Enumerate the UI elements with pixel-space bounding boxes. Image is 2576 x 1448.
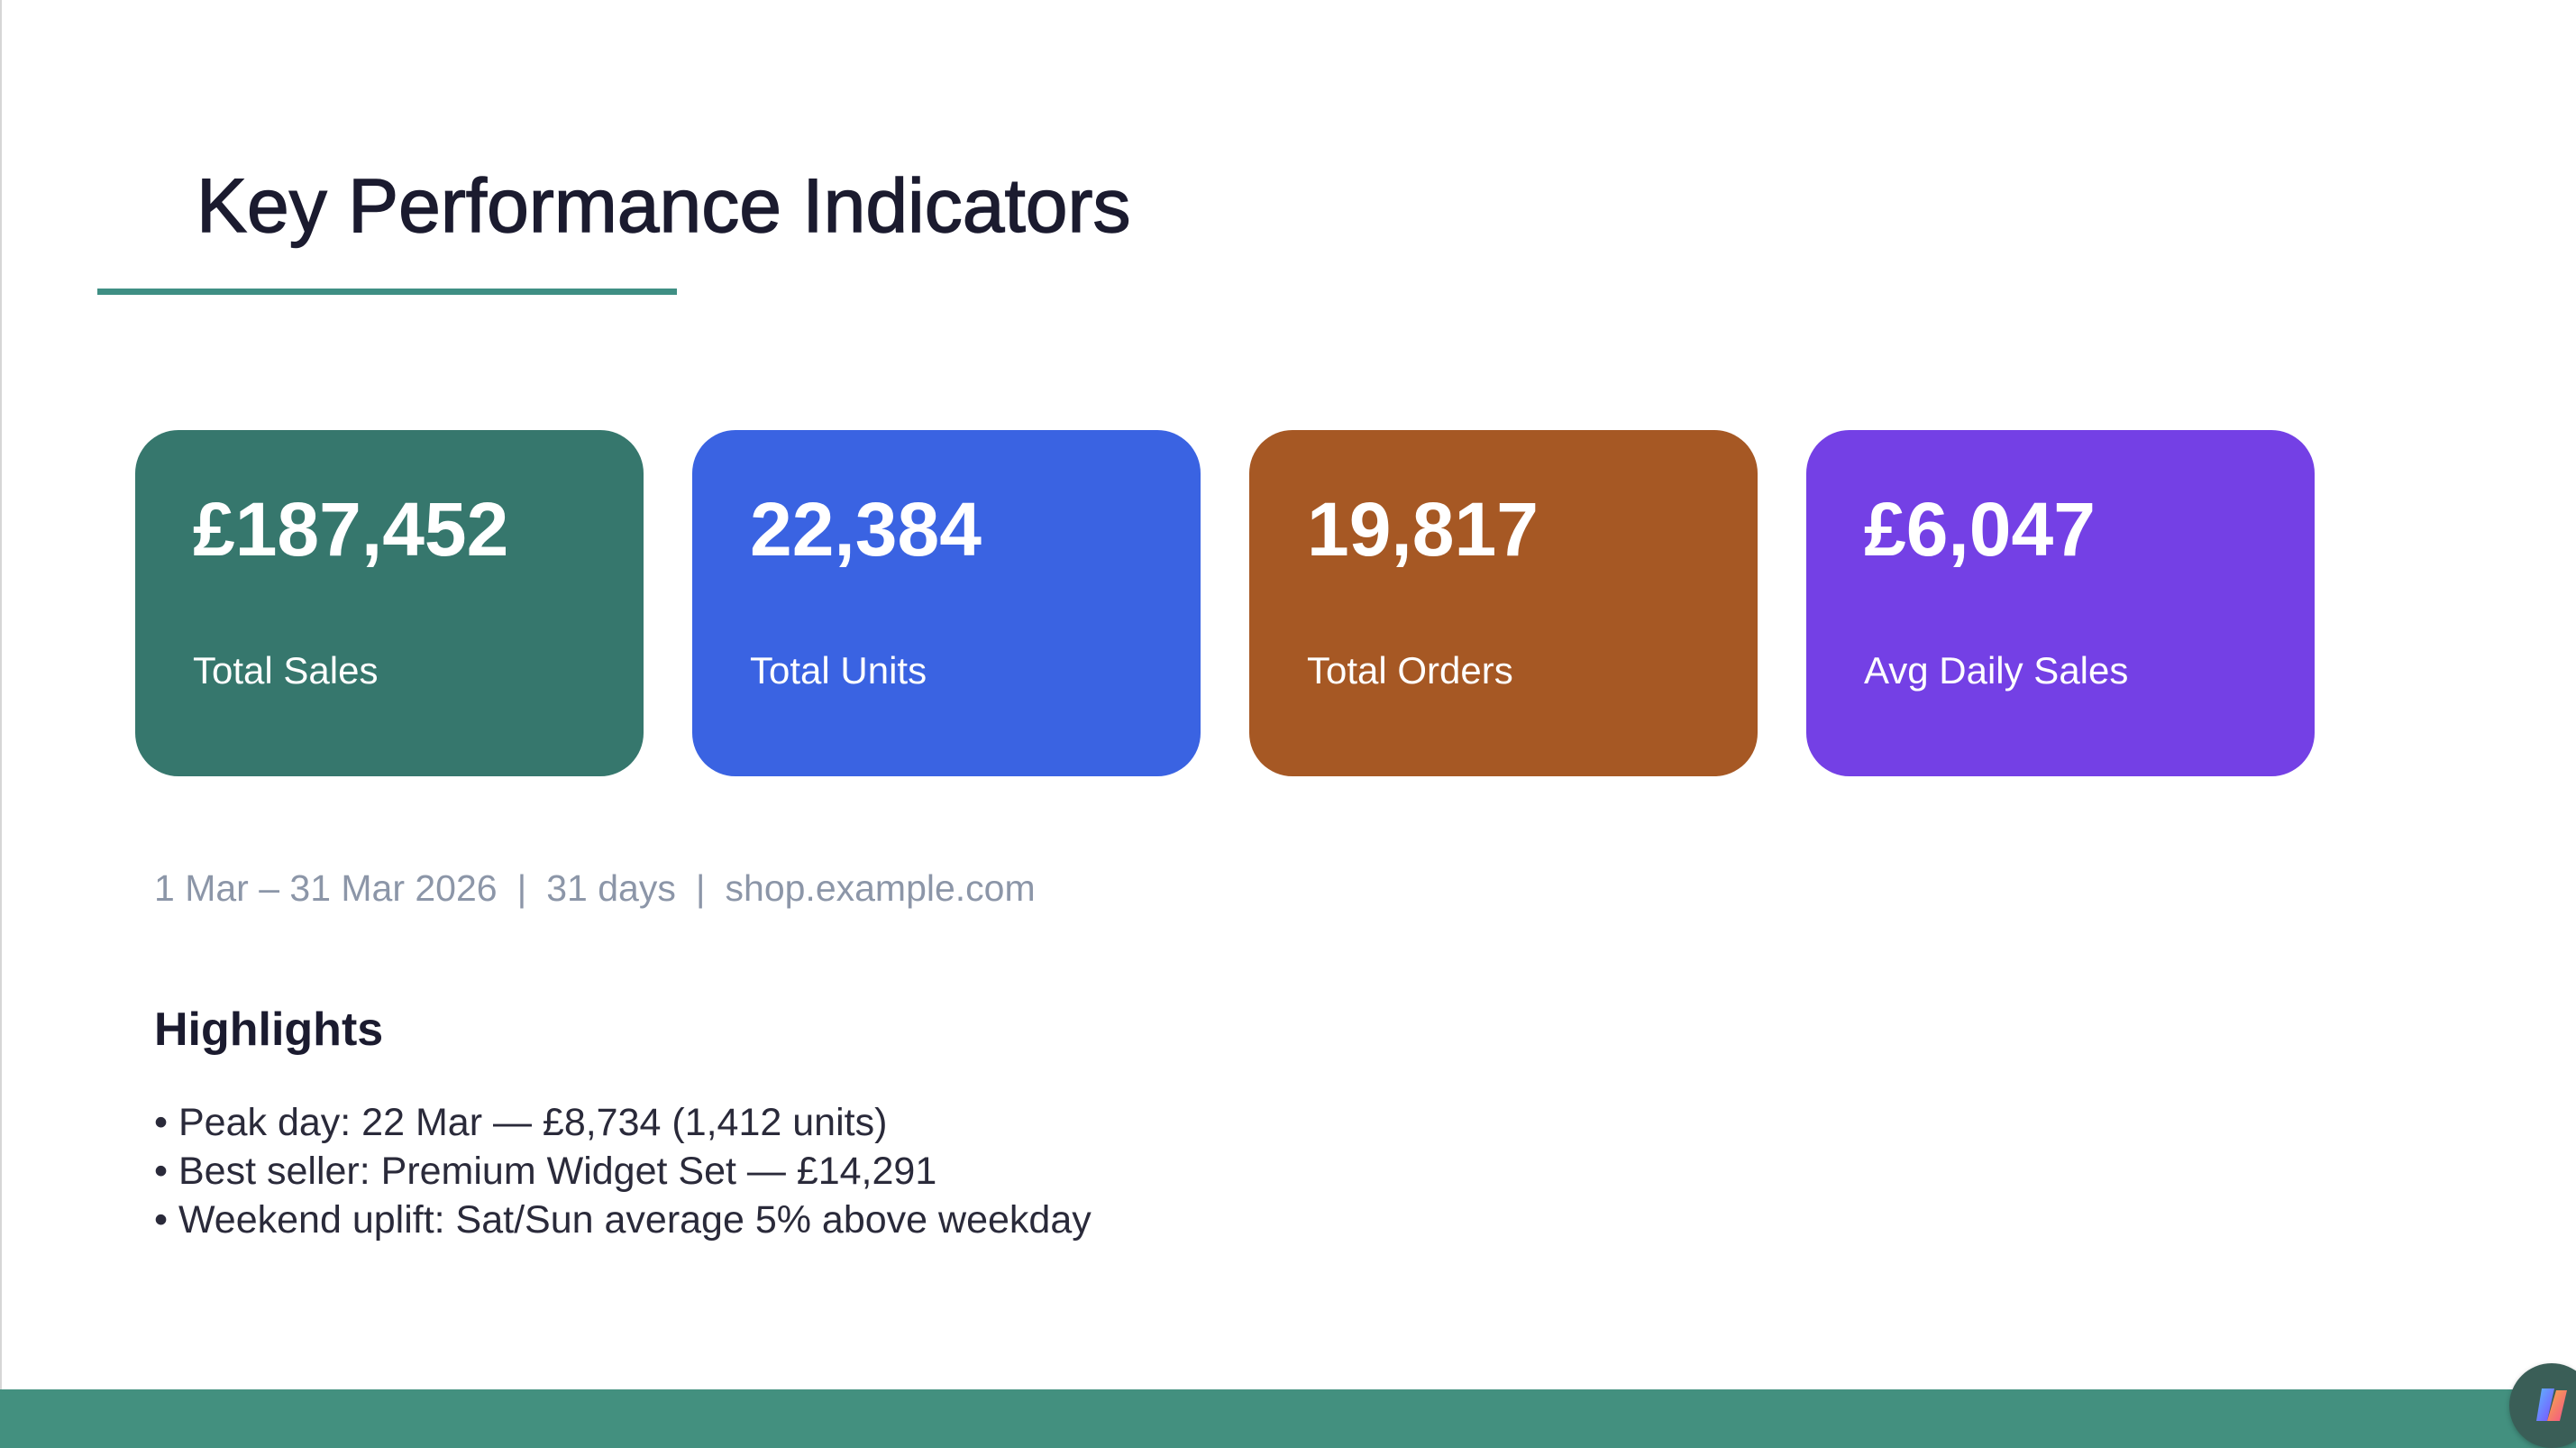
highlight-item: • Weekend uplift: Sat/Sun average 5% abo…: [154, 1198, 1092, 1242]
report-meta: 1 Mar – 31 Mar 2026 | 31 days | shop.example…: [154, 870, 1036, 907]
kpi-card-avg-daily-sales: £6,047 Avg Daily Sales: [1806, 430, 2315, 776]
kpi-card-total-orders: 19,817 Total Orders: [1249, 430, 1758, 776]
kpi-label: Total Sales: [193, 649, 379, 692]
highlight-item: • Best seller: Premium Widget Set — £14,…: [154, 1150, 937, 1193]
kpi-card-total-sales: £187,452 Total Sales: [135, 430, 644, 776]
slide-left-edge: [0, 0, 2, 1448]
copilot-icon: [2536, 1388, 2567, 1421]
meta-separator: |: [695, 867, 706, 909]
kpi-label: Total Orders: [1307, 649, 1513, 692]
assistant-button[interactable]: [2509, 1363, 2576, 1448]
kpi-value: 22,384: [750, 487, 982, 572]
day-count: 31 days: [546, 867, 676, 909]
highlight-item: • Peak day: 22 Mar — £8,734 (1,412 units…: [154, 1101, 888, 1144]
highlights-list: • Peak day: 22 Mar — £8,734 (1,412 units…: [154, 1098, 1092, 1244]
kpi-value: £6,047: [1864, 487, 2096, 572]
kpi-card-total-units: 22,384 Total Units: [692, 430, 1201, 776]
date-range: 1 Mar – 31 Mar 2026: [154, 867, 498, 909]
kpi-value: 19,817: [1307, 487, 1539, 572]
site-name: shop.example.com: [725, 867, 1036, 909]
footer-band: [0, 1389, 2576, 1448]
kpi-value: £187,452: [193, 487, 509, 572]
meta-separator: |: [516, 867, 527, 909]
kpi-label: Total Units: [750, 649, 927, 692]
slide-title: Key Performance Indicators: [196, 162, 1131, 248]
title-underline: [97, 289, 677, 295]
kpi-label: Avg Daily Sales: [1864, 649, 2129, 692]
highlights-heading: Highlights: [154, 1004, 384, 1056]
